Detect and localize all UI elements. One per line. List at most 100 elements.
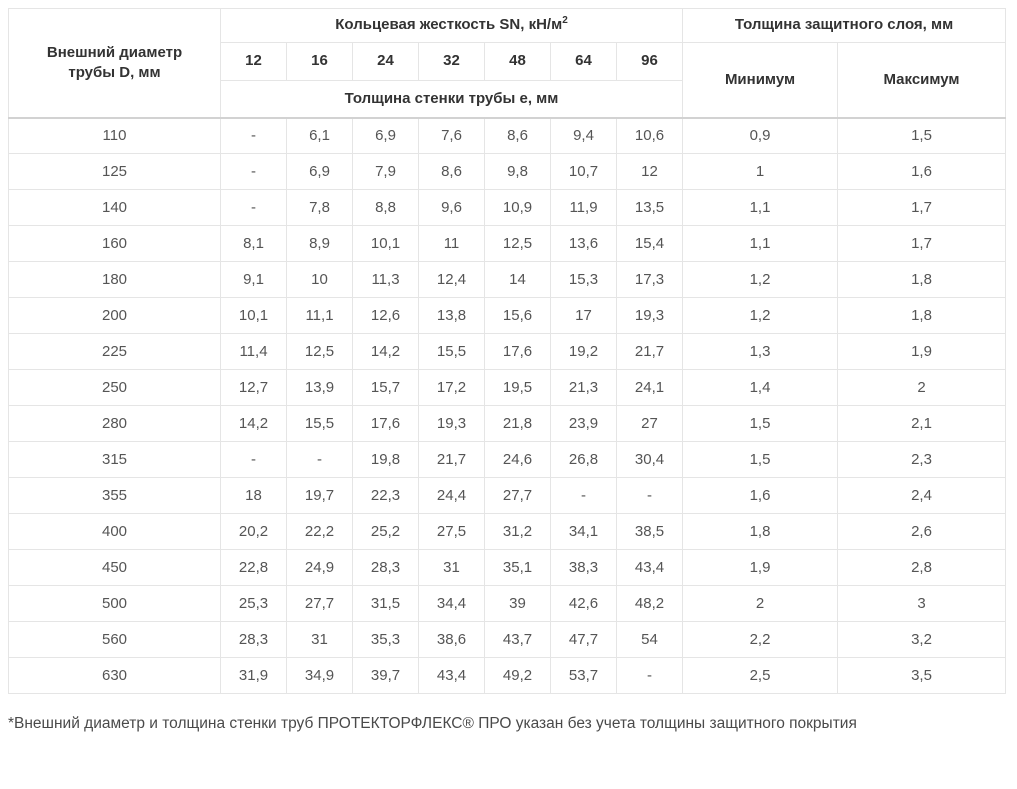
value-cell: 13,8 (418, 297, 485, 334)
diameter-cell: 355 (8, 477, 221, 514)
value-cell: 22,2 (286, 513, 353, 550)
value-cell: 21,7 (418, 441, 485, 478)
max-column-header: Максимум (837, 42, 1007, 118)
diameter-cell: 225 (8, 333, 221, 370)
diameter-cell: 560 (8, 621, 221, 658)
value-cell: 11,4 (220, 333, 287, 370)
diameter-cell: 140 (8, 189, 221, 226)
diameter-header-line1: Внешний диаметр (46, 43, 183, 61)
value-cell: 6,1 (286, 117, 353, 154)
value-cell: 34,1 (550, 513, 617, 550)
table-row: 450 22,8 24,9 28,3 31 35,1 38,3 43,4 1,9 2,8 (8, 549, 1007, 586)
value-cell: 8,1 (220, 225, 287, 262)
value-cell: 7,6 (418, 117, 485, 154)
header-row-sn-values: 12 16 24 32 48 64 96 Минимум Максимум (9, 42, 1007, 118)
sn-column-header-12: 12 (220, 42, 287, 81)
value-cell: 6,9 (286, 153, 353, 190)
value-cell: 15,4 (615, 225, 684, 262)
value-cell: 21,8 (484, 405, 551, 442)
value-cell: 12 (615, 153, 684, 190)
diameter-cell: 250 (8, 369, 221, 406)
value-cell: 10 (286, 261, 353, 298)
sn-column-header-64: 64 (550, 42, 617, 81)
table-row: 160 8,1 8,9 10,1 11 12,5 13,6 15,4 1,1 1,7 (8, 225, 1007, 262)
value-cell: 14,2 (220, 405, 287, 442)
header-row-wall-thickness: Толщина стенки трубы е, мм (9, 80, 1006, 118)
diameter-cell: 500 (8, 585, 221, 622)
value-cell: - (220, 189, 287, 226)
value-cell: 13,6 (550, 225, 617, 262)
table-row: 225 11,4 12,5 14,2 15,5 17,6 19,2 21,7 1,3 1,9 (8, 333, 1007, 370)
value-cell: 19,3 (615, 297, 684, 334)
value-cell: 17,2 (418, 369, 485, 406)
value-cell: 19,5 (484, 369, 551, 406)
value-cell: 0,9 (682, 117, 839, 154)
value-cell: 27,7 (484, 477, 551, 514)
value-cell: 49,2 (484, 657, 551, 694)
table-body: 110-6,1 6,9 7,6 8,6 9,4 10,6 0,9 1,5 125-6,9 7,9 8… (8, 117, 1007, 694)
value-cell: 31 (418, 549, 485, 586)
diameter-cell: 180 (8, 261, 221, 298)
table-row: 180 9,1 10 11,3 12,4 14 15,3 17,3 1,2 1,8 (8, 261, 1007, 298)
value-cell: 25,3 (220, 585, 287, 622)
header-row-groups: Внешний диаметр трубы D, мм Кольцевая же… (8, 8, 1007, 118)
table-row: 250 12,7 13,9 15,7 17,2 19,5 21,3 24,1 1,4 2 (8, 369, 1007, 406)
value-cell: 21,3 (550, 369, 617, 406)
value-cell: 1,5 (837, 117, 1007, 154)
value-cell: 18 (220, 477, 287, 514)
value-cell: 43,7 (484, 621, 551, 658)
value-cell: 12,6 (352, 297, 419, 334)
value-cell: 27,5 (418, 513, 485, 550)
value-cell: 24,4 (418, 477, 485, 514)
table-row: 400 20,2 22,2 25,2 27,5 31,2 34,1 38,5 1,8 2,6 (8, 513, 1007, 550)
value-cell: 34,4 (418, 585, 485, 622)
value-cell: 11,3 (352, 261, 419, 298)
value-cell: 35,3 (352, 621, 419, 658)
value-cell: 14 (484, 261, 551, 298)
value-cell: 14,2 (352, 333, 419, 370)
value-cell: 7,8 (286, 189, 353, 226)
table-header: Внешний диаметр трубы D, мм Кольцевая же… (8, 8, 1007, 118)
diameter-cell: 315 (8, 441, 221, 478)
value-cell: 28,3 (220, 621, 287, 658)
table-row: 500 25,3 27,7 31,5 34,4 39 42,6 48,2 2 3 (8, 585, 1007, 622)
value-cell: 19,7 (286, 477, 353, 514)
value-cell: 1,4 (682, 369, 839, 406)
value-cell: 15,5 (418, 333, 485, 370)
value-cell: 43,4 (418, 657, 485, 694)
table-row: 630 31,9 34,9 39,7 43,4 49,2 53,7-2,5 3,5 (8, 657, 1007, 694)
table-row: 140-7,8 8,8 9,6 10,9 11,9 13,5 1,1 1,7 (8, 189, 1007, 226)
value-cell: 9,6 (418, 189, 485, 226)
sn-column-header-32: 32 (418, 42, 485, 81)
table-row: 200 10,1 11,1 12,6 13,8 15,6 17 19,3 1,2 1,8 (8, 297, 1007, 334)
diameter-cell: 160 (8, 225, 221, 262)
diameter-header-line2: трубы D, мм (68, 63, 161, 81)
value-cell: 15,6 (484, 297, 551, 334)
value-cell: 31 (286, 621, 353, 658)
value-cell: 19,2 (550, 333, 617, 370)
value-cell: 7,9 (352, 153, 419, 190)
value-cell: 2,2 (682, 621, 839, 658)
diameter-cell: 280 (8, 405, 221, 442)
value-cell: 38,6 (418, 621, 485, 658)
value-cell: 11,9 (550, 189, 617, 226)
pipe-spec-page: Внешний диаметр трубы D, мм Кольцевая же… (8, 8, 1009, 733)
value-cell: 2 (682, 585, 839, 622)
value-cell: 3 (837, 585, 1007, 622)
value-cell: 26,8 (550, 441, 617, 478)
value-cell: 3,5 (837, 657, 1007, 694)
pipe-spec-table: Внешний диаметр трубы D, мм Кольцевая же… (8, 8, 1007, 694)
protective-layer-group-header: Толщина защитного слоя, мм (682, 8, 1007, 43)
value-cell: 1,3 (682, 333, 839, 370)
value-cell: 1,2 (682, 261, 839, 298)
value-cell: 53,7 (550, 657, 617, 694)
value-cell: 8,9 (286, 225, 353, 262)
value-cell: - (220, 153, 287, 190)
value-cell: 1,8 (682, 513, 839, 550)
value-cell: - (550, 477, 617, 514)
value-cell: 42,6 (550, 585, 617, 622)
diameter-cell: 125 (8, 153, 221, 190)
value-cell: 43,4 (615, 549, 684, 586)
table-row: 560 28,3 31 35,3 38,6 43,7 47,7 54 2,2 3,2 (8, 621, 1007, 658)
value-cell: 39 (484, 585, 551, 622)
